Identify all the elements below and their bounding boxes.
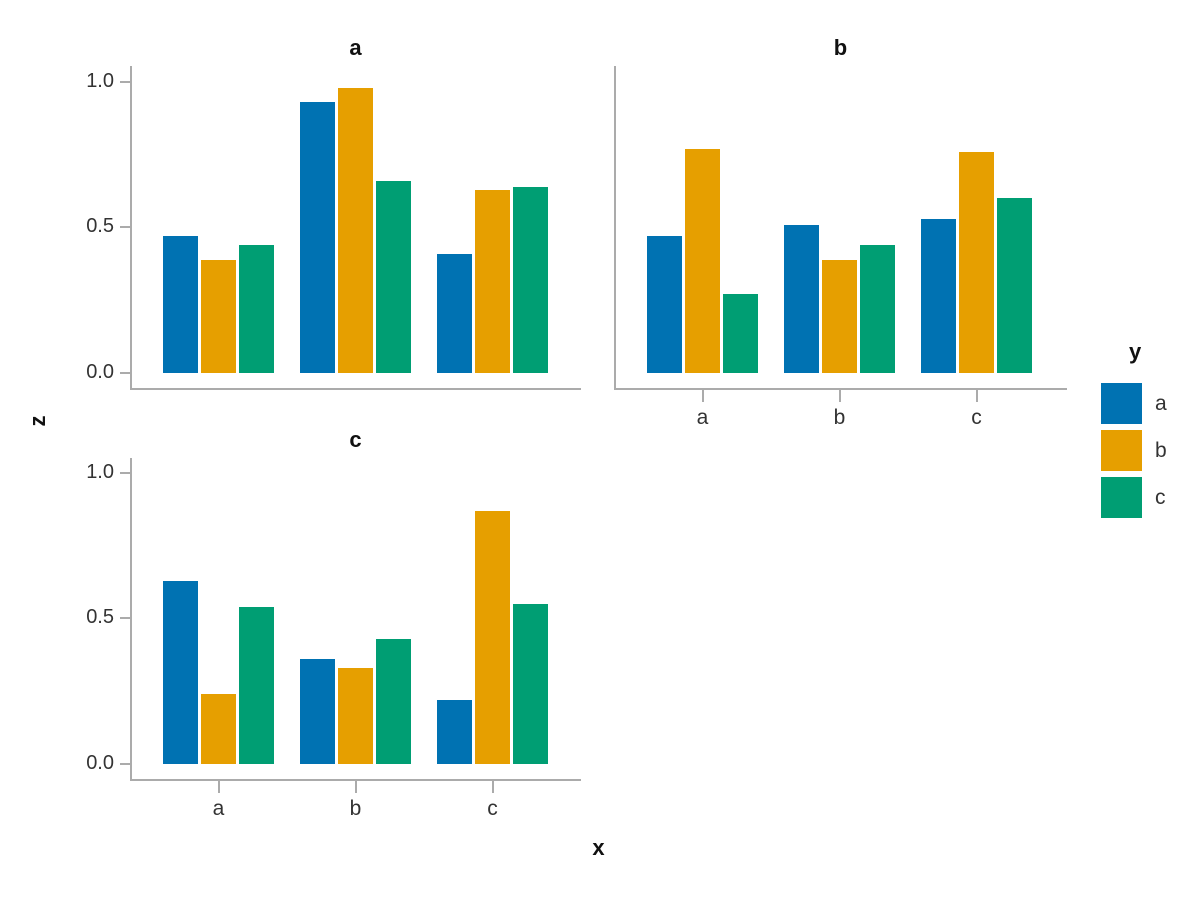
legend-label-a: a [1155,391,1167,415]
bar-facet-c-x-a-y-b [201,694,236,764]
bar-facet-b-x-c-y-c [997,198,1032,373]
y-tick-label: 1.0 [86,70,114,92]
bar-facet-c-x-c-y-c [513,604,548,764]
bar-facet-a-x-a-y-a [163,236,198,373]
x-tick-label: b [349,797,362,820]
x-tick [701,390,704,402]
bar-facet-c-x-a-y-a [163,581,198,764]
y-tick [120,372,130,374]
legend-swatch-b [1101,430,1142,471]
x-axis-spine [130,779,581,781]
bar-facet-b-x-a-y-a [647,236,682,373]
bar-facet-c-x-b-y-b [338,668,373,764]
y-tick [120,763,130,765]
x-tick-label: a [212,797,225,820]
legend-label-b: b [1155,438,1167,462]
facet-title-c: c [349,427,362,452]
x-tick [491,781,494,793]
y-tick-label: 0.5 [86,606,114,628]
bar-facet-a-x-c-y-c [513,187,548,373]
x-axis-spine [614,388,1067,390]
bar-facet-c-x-a-y-c [239,607,274,764]
bar-facet-a-x-b-y-a [300,102,335,373]
bar-facet-b-x-b-y-b [822,260,857,373]
y-tick-label: 1.0 [86,461,114,483]
x-tick [975,390,978,402]
x-axis-spine [130,388,581,390]
bar-facet-c-x-b-y-a [300,659,335,764]
facet-panel-c: c 0.0 0.5 1.0 a b c [86,427,581,820]
y-axis-spine [130,458,132,781]
bar-facet-b-x-a-y-c [723,294,758,373]
legend-swatch-a [1101,383,1142,424]
bar-facet-a-x-b-y-c [376,181,411,373]
bar-facet-b-x-c-y-b [959,152,994,373]
legend-label-c: c [1155,485,1166,509]
x-tick [217,781,220,793]
facet-title-a: a [349,35,362,60]
facet-title-b: b [833,35,848,60]
x-tick-label: b [833,406,846,429]
facet-panel-b: b a b c [614,35,1067,429]
x-tick [838,390,841,402]
bar-facet-a-x-a-y-b [201,260,236,373]
y-axis-spine [130,66,132,390]
y-axis-spine [614,66,616,390]
y-tick [120,472,130,474]
x-tick-label: c [971,406,982,429]
bar-facet-a-x-b-y-b [338,88,373,373]
x-tick-label: a [696,406,709,429]
bar-facet-c-x-c-y-b [475,511,510,764]
x-tick-label: c [487,797,498,820]
y-tick-label: 0.0 [86,752,114,774]
y-tick [120,81,130,83]
y-tick-label: 0.5 [86,215,114,237]
facet-panel-a: a 0.0 0.5 1.0 [86,35,581,390]
legend-swatch-c [1101,477,1142,518]
y-tick-label: 0.0 [86,361,114,383]
y-tick [120,226,130,228]
y-axis-title: z [25,415,50,427]
bar-facet-b-x-c-y-a [921,219,956,373]
bar-facet-b-x-a-y-b [685,149,720,373]
bar-facet-a-x-a-y-c [239,245,274,373]
bar-facet-b-x-b-y-c [860,245,895,373]
x-axis-title: x [592,835,605,860]
x-tick [354,781,357,793]
bar-facet-b-x-b-y-a [784,225,819,373]
legend-item-c: c [1101,477,1167,518]
bar-facet-c-x-c-y-a [437,700,472,764]
bar-facet-a-x-c-y-b [475,190,510,373]
legend-item-a: a [1101,383,1167,424]
bar-facet-c-x-b-y-c [376,639,411,764]
legend-item-b: b [1101,430,1167,471]
bar-facet-a-x-c-y-a [437,254,472,373]
y-tick [120,617,130,619]
legend-title: y [1129,339,1142,364]
